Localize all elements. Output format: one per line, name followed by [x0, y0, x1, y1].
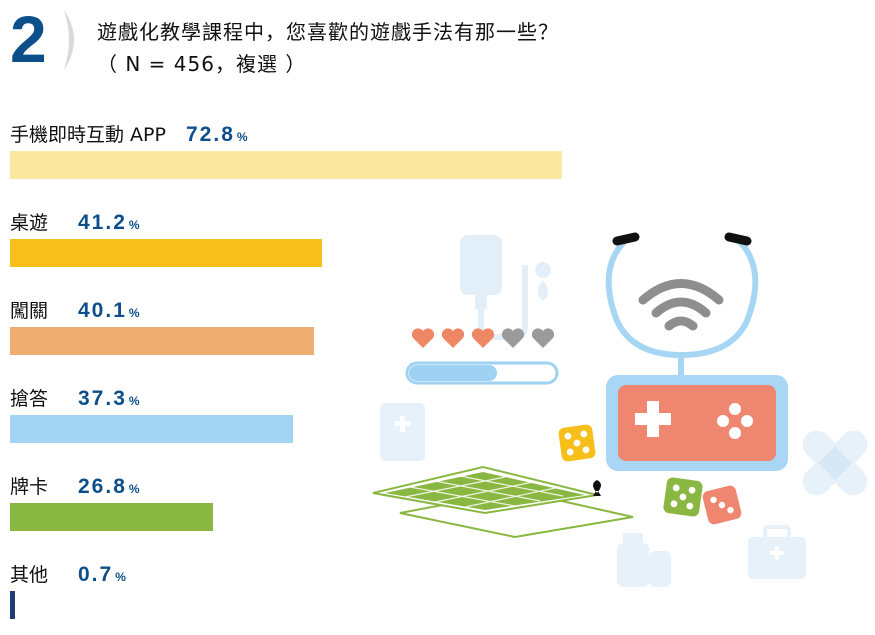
bar	[10, 503, 214, 531]
question-number: 2	[10, 2, 47, 76]
dice-icon	[558, 424, 742, 525]
category-label: 牌卡	[10, 476, 49, 498]
category-label: 其他	[10, 564, 49, 586]
medicine-bottle-icon	[617, 533, 671, 587]
value-label: 0.7%	[78, 562, 126, 590]
wifi-icon	[638, 279, 724, 331]
value-unit: %	[128, 306, 140, 320]
value-label: 40.1%	[78, 298, 140, 326]
first-aid-kit-icon	[748, 525, 806, 579]
category-label: 桌遊	[10, 212, 49, 234]
bar	[10, 591, 16, 619]
bandage-icon	[802, 430, 868, 496]
medical-binder-icon	[380, 403, 425, 461]
value-number: 37.3	[78, 387, 127, 410]
value-label: 72.8%	[186, 122, 248, 150]
value-label: 41.2%	[78, 210, 140, 238]
category-label: 搶答	[10, 388, 49, 410]
question-sample-note: （ N = 456，複選 ）	[97, 52, 307, 76]
value-number: 41.2	[78, 211, 127, 234]
progress-bar-icon	[405, 361, 559, 385]
question-title: 遊戲化教學課程中，您喜歡的遊戲手法有那一些？	[97, 20, 559, 44]
question-bracket-icon	[64, 10, 74, 70]
value-unit: %	[128, 394, 140, 408]
value-number: 72.8	[186, 123, 235, 146]
value-unit: %	[236, 130, 248, 144]
category-label: 闖關	[10, 300, 49, 322]
value-number: 26.8	[78, 475, 127, 498]
category-label: 手機即時互動 APP	[10, 124, 166, 146]
value-number: 0.7	[78, 563, 114, 586]
value-unit: %	[115, 570, 126, 584]
bar	[10, 239, 323, 267]
bar	[10, 327, 315, 355]
game-health-illustration	[372, 232, 868, 587]
game-controller-icon	[606, 375, 788, 471]
bar	[10, 415, 293, 443]
stethoscope-icon	[605, 232, 759, 383]
value-unit: %	[128, 482, 140, 496]
value-label: 26.8%	[78, 474, 140, 502]
bar	[10, 151, 562, 179]
iv-bag-icon	[460, 235, 551, 340]
hearts-health-icon	[411, 328, 555, 348]
value-number: 40.1	[78, 299, 127, 322]
value-unit: %	[128, 218, 140, 232]
value-label: 37.3%	[78, 386, 140, 414]
playing-cards-icon	[372, 465, 634, 539]
